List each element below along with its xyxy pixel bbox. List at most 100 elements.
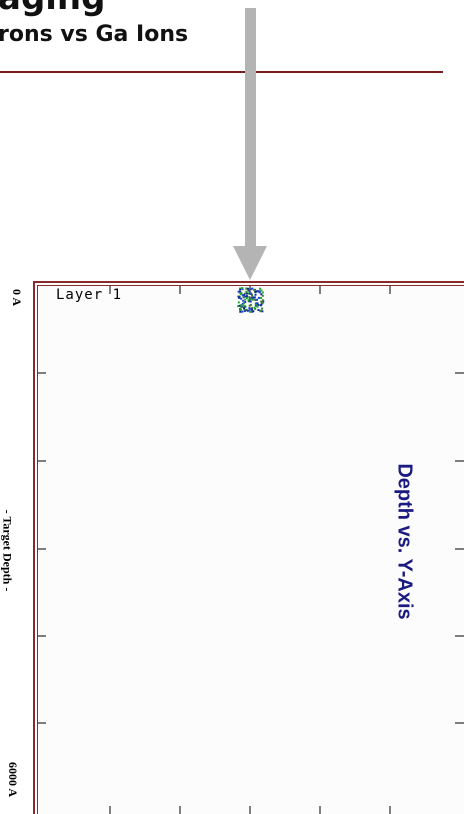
trajectory-point bbox=[237, 305, 240, 308]
trajectory-point bbox=[248, 296, 251, 299]
trajectory-point bbox=[257, 309, 260, 311]
trajectory-point bbox=[259, 287, 262, 290]
trajectory-point bbox=[259, 304, 262, 307]
trajectory-point bbox=[249, 288, 252, 291]
trajectory-point bbox=[260, 300, 263, 303]
trajectory-point bbox=[239, 308, 241, 311]
trajectory-point bbox=[261, 299, 264, 302]
trajectory-point bbox=[255, 302, 258, 305]
plot-area bbox=[37, 285, 464, 814]
plot-caption: Depth vs. Y-Axis bbox=[393, 463, 416, 620]
trajectory-point bbox=[250, 297, 253, 300]
trajectory-point bbox=[261, 291, 264, 294]
trajectory-point bbox=[243, 294, 245, 297]
trajectory-point bbox=[251, 294, 254, 297]
trajectory-point bbox=[237, 290, 240, 293]
trajectory-point bbox=[241, 302, 244, 305]
trajectory-point bbox=[249, 303, 252, 306]
ion-trajectory-cluster bbox=[237, 287, 265, 313]
trajectory-point bbox=[251, 287, 254, 290]
trajectory-point bbox=[261, 310, 264, 313]
trajectory-point bbox=[245, 295, 248, 298]
trajectory-point bbox=[244, 301, 247, 303]
trajectory-point bbox=[239, 290, 242, 293]
trajectory-point bbox=[248, 288, 251, 291]
trajectory-point bbox=[239, 310, 242, 313]
trajectory-point bbox=[248, 304, 251, 307]
trajectory-point bbox=[254, 296, 256, 299]
slide-title: aging bbox=[0, 0, 105, 18]
trajectory-point bbox=[251, 308, 253, 311]
trajectory-point bbox=[249, 293, 252, 295]
trajectory-point bbox=[243, 306, 245, 309]
trajectory-point bbox=[246, 292, 248, 295]
trajectory-point bbox=[241, 310, 244, 313]
trajectory-point bbox=[260, 293, 263, 296]
trajectory-point bbox=[246, 309, 249, 312]
trajectory-point bbox=[242, 296, 245, 299]
trajectory-point bbox=[245, 290, 248, 293]
trajectory-point bbox=[238, 304, 241, 307]
trajectory-point bbox=[237, 301, 240, 304]
trajectory-point bbox=[243, 310, 246, 312]
trajectory-point bbox=[245, 297, 248, 299]
trajectory-point bbox=[239, 292, 242, 295]
trajectory-point bbox=[260, 297, 262, 299]
trajectory-point bbox=[240, 308, 243, 311]
trajectory-point bbox=[237, 296, 240, 299]
trajectory-point bbox=[252, 296, 255, 299]
trajectory-point bbox=[241, 294, 244, 297]
trajectory-point bbox=[243, 292, 246, 295]
trajectory-point bbox=[247, 299, 250, 302]
trajectory-point bbox=[253, 306, 256, 309]
trajectory-point bbox=[248, 307, 251, 310]
trajectory-point bbox=[251, 293, 253, 296]
trajectory-point bbox=[240, 292, 243, 295]
trajectory-point bbox=[260, 289, 263, 292]
trajectory-point bbox=[261, 307, 264, 310]
trajectory-point bbox=[257, 296, 260, 299]
trajectory-point bbox=[252, 310, 255, 313]
slide-subtitle: rons vs Ga Ions bbox=[0, 22, 189, 47]
trajectory-point bbox=[262, 301, 264, 304]
trajectory-point bbox=[239, 287, 242, 290]
trajectory-point bbox=[244, 298, 247, 301]
trajectory-point bbox=[252, 298, 255, 301]
trajectory-point bbox=[254, 299, 257, 301]
trajectory-point bbox=[256, 290, 259, 293]
pointer-arrow-shaft bbox=[245, 8, 256, 248]
trajectory-point bbox=[254, 293, 257, 296]
pointer-arrow-icon bbox=[233, 246, 267, 280]
trajectory-point bbox=[245, 287, 248, 290]
trajectory-point bbox=[239, 288, 242, 291]
trajectory-point bbox=[251, 306, 253, 309]
trajectory-point bbox=[256, 298, 258, 301]
trajectory-point bbox=[243, 308, 246, 311]
trajectory-point bbox=[254, 291, 257, 293]
plot-ticks bbox=[38, 286, 464, 814]
trajectory-point bbox=[240, 304, 243, 306]
trajectory-point bbox=[257, 304, 260, 306]
trajectory-point bbox=[248, 300, 251, 303]
trajectory-point bbox=[260, 301, 263, 304]
trajectory-point bbox=[241, 287, 244, 289]
title-rule bbox=[0, 71, 443, 73]
trajectory-point bbox=[244, 295, 247, 298]
trajectory-point bbox=[243, 304, 246, 307]
trajectory-point bbox=[255, 303, 258, 306]
trajectory-point bbox=[258, 291, 261, 294]
trajectory-point bbox=[251, 310, 254, 313]
trajectory-point bbox=[253, 289, 256, 292]
trajectory-point bbox=[247, 287, 250, 290]
trajectory-point bbox=[240, 297, 243, 300]
trajectory-point bbox=[256, 305, 259, 308]
trajectory-point bbox=[240, 306, 243, 308]
trajectory-point bbox=[244, 308, 247, 311]
trajectory-point bbox=[249, 310, 252, 313]
trajectory-point bbox=[261, 294, 264, 297]
layer-label: Layer 1 bbox=[56, 287, 123, 303]
trajectory-point bbox=[243, 302, 245, 305]
trajectory-point bbox=[260, 309, 263, 312]
